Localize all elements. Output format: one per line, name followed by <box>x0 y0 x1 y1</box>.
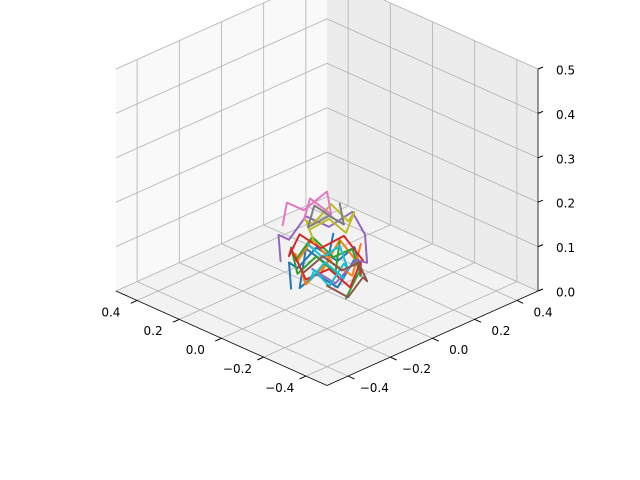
series-line-4 <box>288 233 364 289</box>
y-tick-mark <box>172 318 180 323</box>
grid-line-right-wall-z <box>326 151 539 247</box>
z-tick-mark <box>537 66 544 70</box>
y-tick-label: 0.4 <box>101 305 120 319</box>
x-axis-line <box>326 290 539 386</box>
grid-line-floor-y <box>136 205 349 301</box>
series-line-9 <box>281 190 333 227</box>
z-tick-label: 0.2 <box>556 197 575 211</box>
y-tick-mark <box>299 375 307 380</box>
y-tick-mark <box>130 299 138 304</box>
grid-line-floor-y <box>179 224 391 320</box>
y-tick-label: −0.2 <box>223 362 252 376</box>
z-tick-mark <box>537 155 544 159</box>
x-tick-mark <box>390 356 397 361</box>
x-tick-label: −0.2 <box>402 362 431 376</box>
grid-line-right-wall-z <box>326 107 539 203</box>
y-tick-label: 0.0 <box>186 343 205 357</box>
grid-lines <box>115 0 539 377</box>
grid-line-right-wall-z <box>326 18 539 114</box>
x-tick-mark <box>432 337 440 342</box>
series-line-10 <box>307 202 345 229</box>
z-tick-mark <box>537 244 544 248</box>
x-tick-label: 0.2 <box>491 324 510 338</box>
z-tick-mark <box>537 199 544 203</box>
grid-line-left-wall-z <box>115 196 328 292</box>
grid-line-floor-y <box>221 243 433 339</box>
y-tick-mark <box>257 356 264 361</box>
series-line-6 <box>307 243 350 288</box>
tick-marks <box>130 66 544 380</box>
z-tick-label: 0.0 <box>556 286 575 300</box>
x-tick-label: 0.4 <box>534 305 553 319</box>
z-tick-label: 0.3 <box>556 152 575 166</box>
series-line-7 <box>304 203 356 244</box>
grid-line-floor-y <box>305 281 518 377</box>
x-tick-label: 0.0 <box>449 343 468 357</box>
y-tick-label: −0.4 <box>265 381 294 395</box>
axis-lines <box>115 69 539 386</box>
x-tick-label: −0.4 <box>360 381 389 395</box>
grid-line-left-wall-z <box>115 18 328 114</box>
grid-line-right-wall-z <box>326 62 539 159</box>
y-axis-line <box>115 290 328 386</box>
y-tick-mark <box>214 337 222 342</box>
grid-line-left-wall-z <box>115 0 272 70</box>
z-tick-label: 0.4 <box>556 108 575 122</box>
z-tick-label: 0.1 <box>556 241 575 255</box>
x-tick-mark <box>474 318 482 323</box>
z-tick-label: 0.5 <box>556 64 575 78</box>
x-tick-mark <box>347 375 355 380</box>
grid-line-right-wall-z <box>382 0 539 70</box>
z-tick-mark <box>537 288 544 292</box>
grid-line-floor-y <box>263 262 475 358</box>
series-line-8 <box>302 255 369 299</box>
tick-labels: −0.4−0.20.00.20.4−0.4−0.20.00.20.40.00.1… <box>101 64 575 395</box>
z-tick-mark <box>537 110 544 114</box>
grid-line-left-wall-z <box>115 107 328 203</box>
grid-line-left-wall-z <box>115 62 328 159</box>
grid-line-right-wall-z <box>326 196 539 292</box>
x-tick-mark <box>516 299 524 304</box>
grid-line-left-wall-z <box>115 151 328 247</box>
y-tick-label: 0.2 <box>144 324 163 338</box>
plot-area <box>277 190 369 300</box>
